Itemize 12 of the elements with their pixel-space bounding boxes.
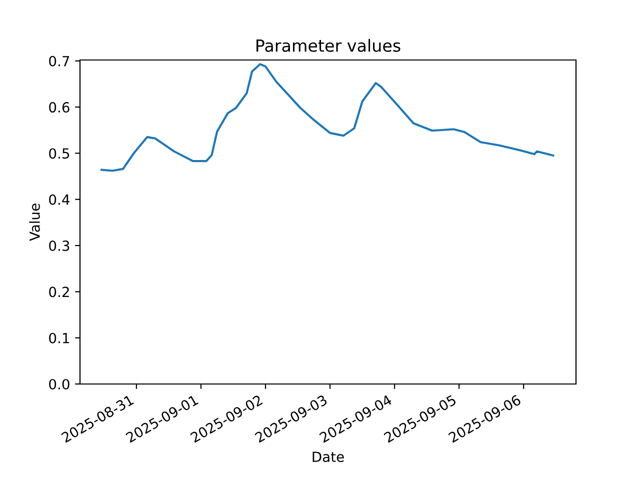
x-axis-title: Date: [312, 452, 344, 462]
y-tick-label: 0.1: [49, 332, 69, 344]
y-tick-label: 0.4: [49, 194, 70, 205]
y-axis-title: Value: [29, 204, 40, 241]
y-tick-label: 0.5: [49, 148, 70, 159]
chart-title: Parameter values: [256, 39, 400, 52]
y-tick-label: 0.2: [49, 286, 69, 298]
y-tick-label: 0.3: [49, 240, 70, 252]
y-tick-label: 0.0: [49, 378, 70, 390]
y-tick-label: 0.7: [49, 56, 70, 66]
y-tick-label: 0.6: [49, 102, 70, 113]
line-series: [100, 63, 554, 172]
